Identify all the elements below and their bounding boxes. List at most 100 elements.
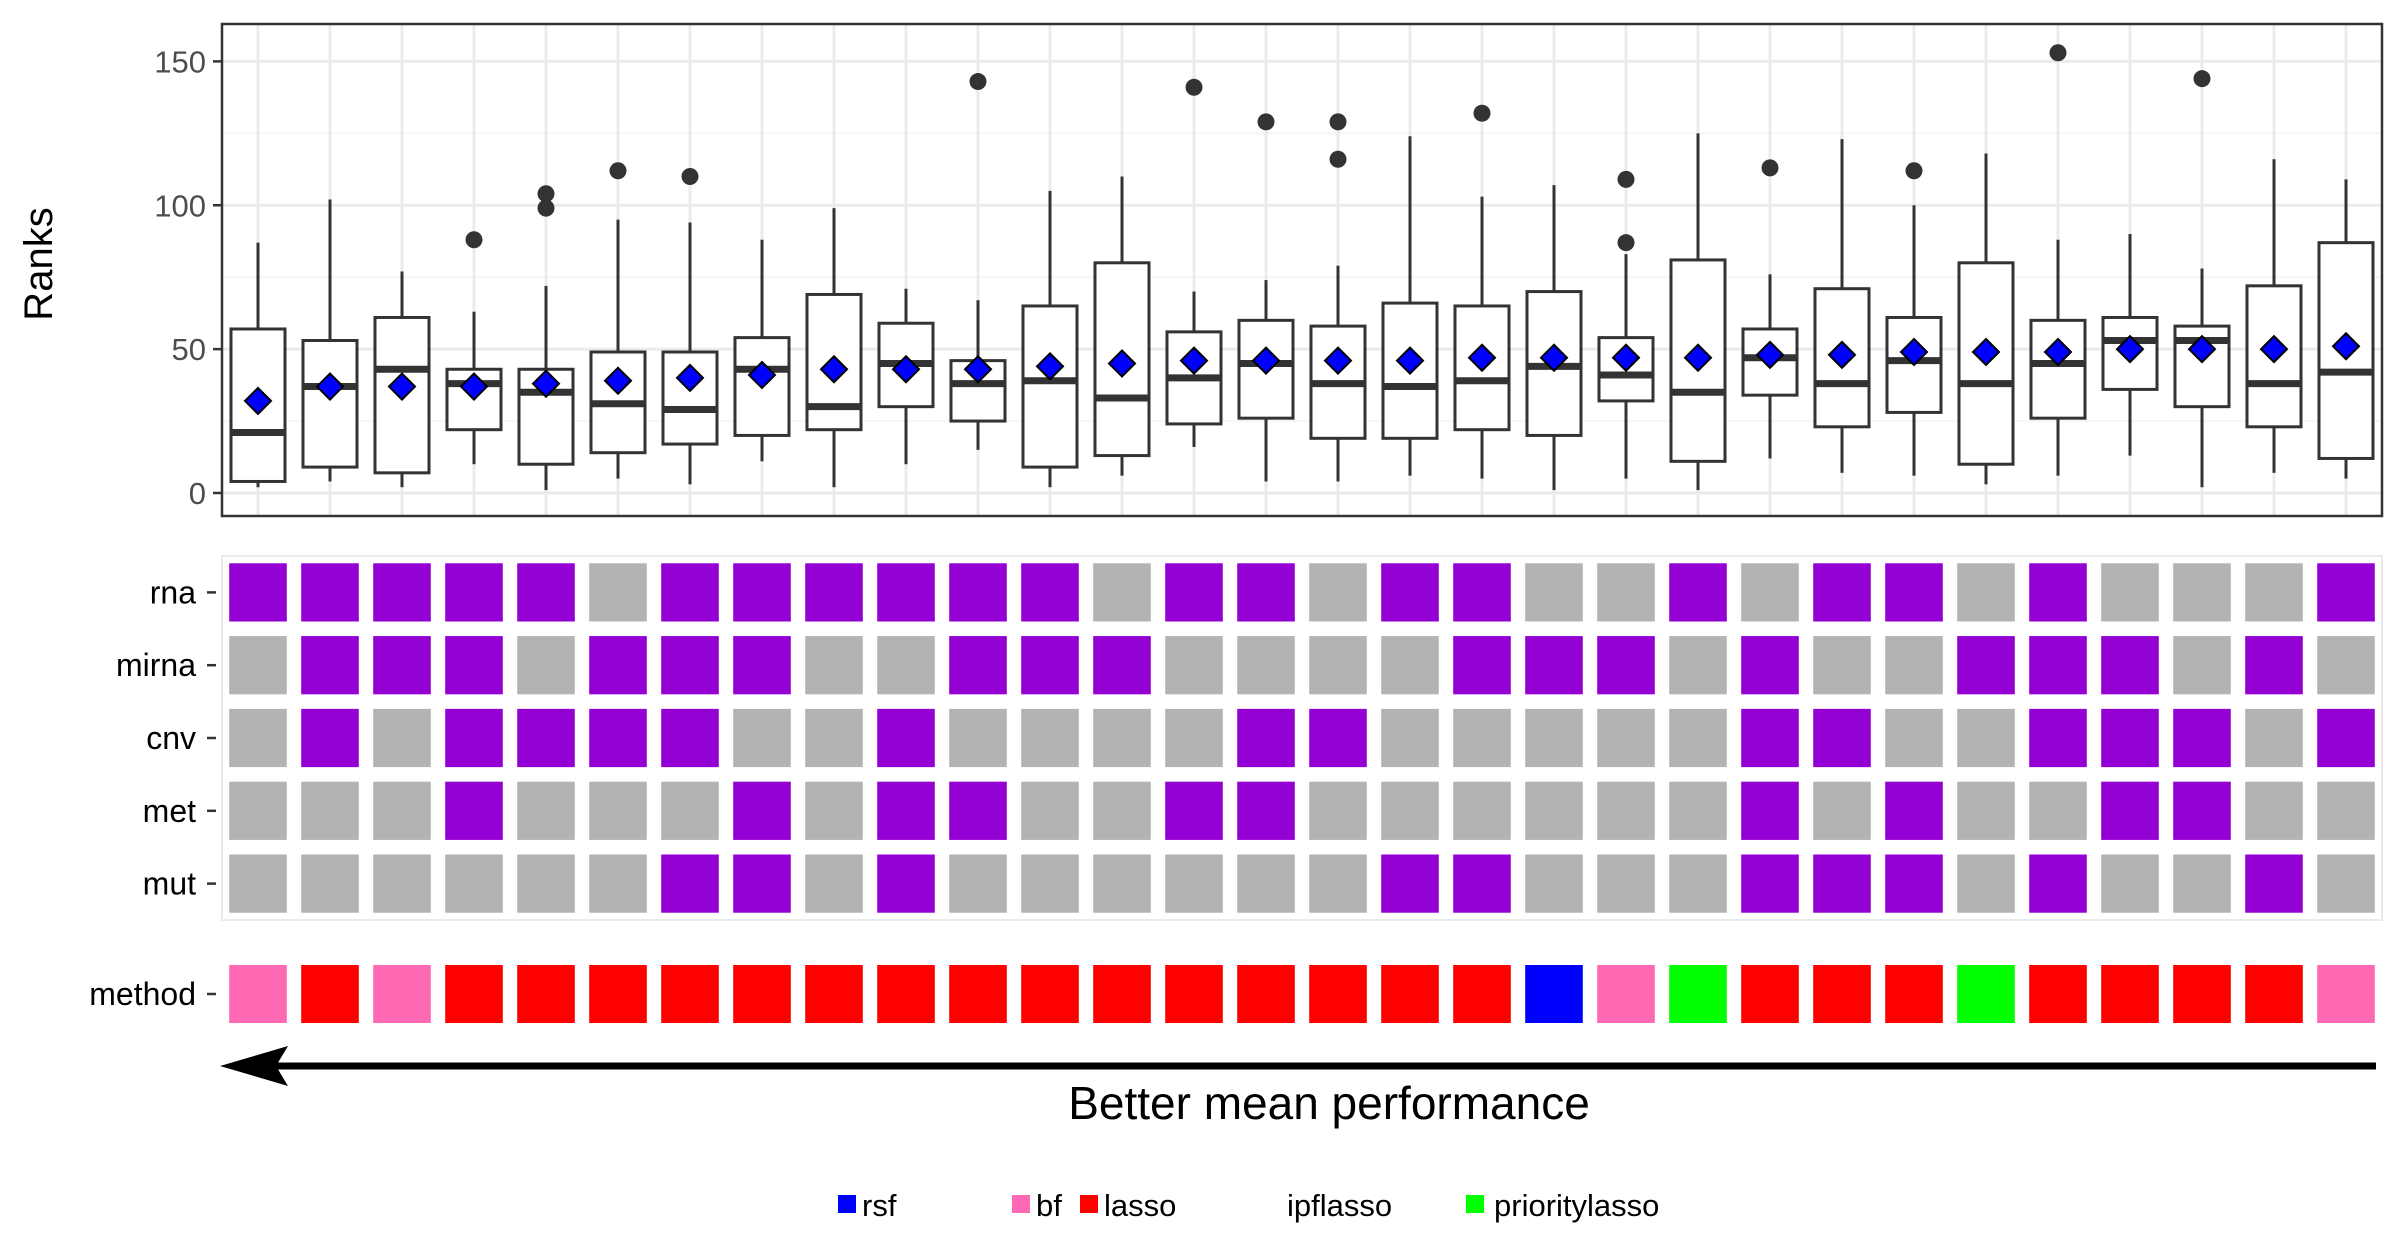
method-cell-lasso [1741, 965, 1799, 1023]
mean-diamond [1323, 346, 1353, 376]
heat-cell-mut [1597, 854, 1655, 913]
mean-diamond [891, 354, 921, 384]
heat-cell-met [877, 781, 935, 840]
heat-cell-rna [1453, 563, 1511, 622]
box-4 [445, 231, 503, 465]
mean-diamond [1755, 340, 1785, 370]
box-11 [949, 73, 1007, 450]
outlier-point [1473, 104, 1491, 122]
mean-diamond [1107, 349, 1137, 378]
box-16 [1309, 113, 1367, 482]
method-cell-prioritylasso [1669, 965, 1727, 1023]
heat-cell-met [661, 781, 719, 840]
heat-cell-met [2029, 781, 2087, 840]
heat-cell-met [2173, 781, 2231, 840]
heat-cell-rna [1237, 563, 1295, 622]
y-tick-label: 150 [154, 44, 206, 79]
boxplot-panel: 0 50 100 150 [154, 22, 2384, 518]
heat-cell-rna [1525, 563, 1583, 622]
mean-diamond [2043, 337, 2073, 367]
method-cell-lasso [1381, 965, 1439, 1023]
method-cell-bf [1597, 965, 1655, 1023]
performance-arrow [220, 1046, 2376, 1086]
method-cell-bf [2317, 965, 2375, 1023]
heat-cell-cnv [2317, 708, 2375, 768]
heat-cell-mirna [1093, 636, 1151, 695]
mean-diamond [1539, 343, 1569, 373]
heat-cell-rna [517, 563, 575, 622]
heat-cell-cnv [877, 708, 935, 768]
method-cell-lasso [2173, 965, 2231, 1023]
outlier-point [681, 167, 699, 185]
box-13 [1093, 176, 1151, 476]
heat-cell-rna [877, 563, 935, 622]
method-cell-lasso [1093, 965, 1151, 1023]
method-cell-lasso [877, 965, 935, 1023]
heat-cell-mut [1885, 854, 1943, 913]
box-6 [589, 162, 647, 479]
heat-cell-mut [1669, 854, 1727, 913]
legend-label-prioritylasso: prioritylasso [1494, 1188, 1659, 1223]
method-cell-lasso [2029, 965, 2087, 1023]
method-cell-lasso [805, 965, 863, 1023]
method-cell-rsf [1525, 965, 1583, 1023]
heat-cell-mut [733, 854, 791, 913]
heat-cell-mirna [2245, 636, 2303, 695]
heat-cell-met [1453, 781, 1511, 840]
legend-label-bf: bf [1036, 1188, 1062, 1223]
heat-cell-rna [2029, 563, 2087, 622]
heat-cell-met [1093, 781, 1151, 840]
box-27 [2101, 234, 2159, 456]
box-20 [1597, 170, 1655, 479]
mean-diamond [531, 369, 561, 399]
method-cell-lasso [1885, 965, 1943, 1023]
arrow-label: Better mean performance [1068, 1077, 1590, 1129]
heat-cell-cnv [1237, 708, 1295, 768]
heat-cell-met [373, 781, 431, 840]
heat-cell-met [733, 781, 791, 840]
mean-diamond [1395, 346, 1425, 376]
box-3 [373, 271, 431, 488]
outlier-point [537, 199, 555, 217]
box-30 [2317, 179, 2375, 479]
heat-cell-mirna [2317, 636, 2375, 695]
row-label-mirna: mirna [116, 647, 196, 683]
mean-diamond [963, 354, 993, 384]
heat-cell-cnv [805, 708, 863, 768]
mean-diamond [1035, 351, 1065, 381]
heat-cell-mut [1165, 854, 1223, 913]
y-tick-label: 50 [172, 332, 206, 367]
heat-cell-mirna [445, 636, 503, 695]
heat-cell-mut [1309, 854, 1367, 913]
heat-cell-cnv [373, 708, 431, 768]
box-9 [805, 208, 863, 488]
box-26 [2029, 44, 2087, 476]
heat-cell-rna [2173, 563, 2231, 622]
heat-cell-met [805, 781, 863, 840]
heat-cell-mirna [1885, 636, 1943, 695]
y-tick-label: 100 [154, 188, 206, 223]
heat-cell-met [1021, 781, 1079, 840]
legend-label-lasso: lasso [1104, 1188, 1176, 1223]
heat-cell-mut [877, 854, 935, 913]
heat-cell-rna [2245, 563, 2303, 622]
box-19 [1525, 185, 1583, 491]
heat-cell-cnv [1165, 708, 1223, 768]
heat-cell-mut [1525, 854, 1583, 913]
mean-diamond [603, 366, 633, 396]
method-cell-lasso [661, 965, 719, 1023]
heat-cell-cnv [1597, 708, 1655, 768]
heat-cell-mirna [1597, 636, 1655, 695]
mean-diamond [1467, 343, 1497, 373]
heat-cell-met [445, 781, 503, 840]
outlier-point [465, 231, 483, 249]
box-22 [1741, 159, 1799, 459]
heat-cell-mirna [373, 636, 431, 695]
method-heatmap-panel: method [89, 965, 2375, 1023]
heat-cell-mut [2317, 854, 2375, 913]
box-8 [733, 239, 791, 462]
mean-diamond [747, 360, 777, 390]
heat-cell-met [1813, 781, 1871, 840]
heat-cell-met [1741, 781, 1799, 840]
